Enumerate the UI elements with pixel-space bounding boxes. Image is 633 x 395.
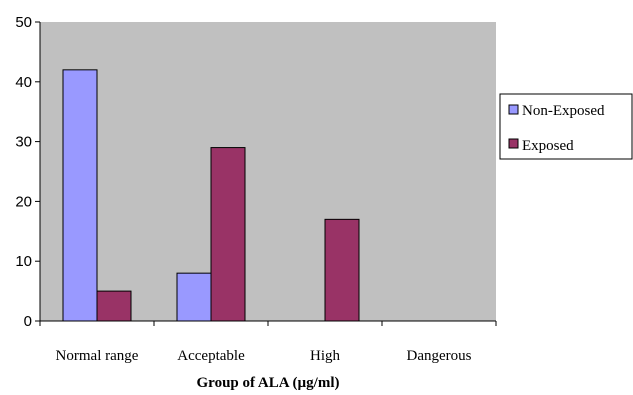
y-tick-label: 50 bbox=[15, 14, 32, 31]
x-tick-label: Normal range bbox=[56, 348, 139, 364]
plot-area bbox=[40, 22, 496, 321]
bar-non-exposed-acceptable bbox=[176, 272, 212, 322]
x-tick-label: Acceptable bbox=[177, 348, 245, 364]
bar-exposed-high bbox=[324, 218, 360, 322]
x-tick-label: Dangerous bbox=[407, 348, 472, 364]
y-ticks-group: 0 10 20 30 40 50 bbox=[15, 14, 40, 330]
bar-exposed-acceptable bbox=[210, 147, 246, 322]
bars-group bbox=[62, 69, 360, 322]
y-tick-label: 20 bbox=[15, 193, 32, 210]
legend-label-non-exposed: Non-Exposed bbox=[522, 103, 605, 119]
y-tick-label: 0 bbox=[24, 313, 32, 330]
legend-swatch-exposed bbox=[508, 138, 519, 149]
legend-label-exposed: Exposed bbox=[522, 138, 574, 154]
bar-exposed-normal-range bbox=[96, 290, 132, 322]
legend-swatch-non-exposed bbox=[508, 104, 519, 115]
y-tick-label: 10 bbox=[15, 253, 32, 270]
legend: Non-Exposed Exposed bbox=[499, 93, 633, 160]
y-tick-label: 40 bbox=[15, 74, 32, 91]
legend-box bbox=[499, 93, 633, 160]
x-axis-title: Group of ALA (µg/ml) bbox=[197, 375, 340, 391]
bar-non-exposed-normal-range bbox=[62, 69, 98, 322]
x-ticks-group: Normal range Acceptable High Dangerous bbox=[39, 321, 497, 364]
x-tick-label: High bbox=[310, 348, 341, 364]
y-tick-label: 30 bbox=[15, 134, 32, 151]
